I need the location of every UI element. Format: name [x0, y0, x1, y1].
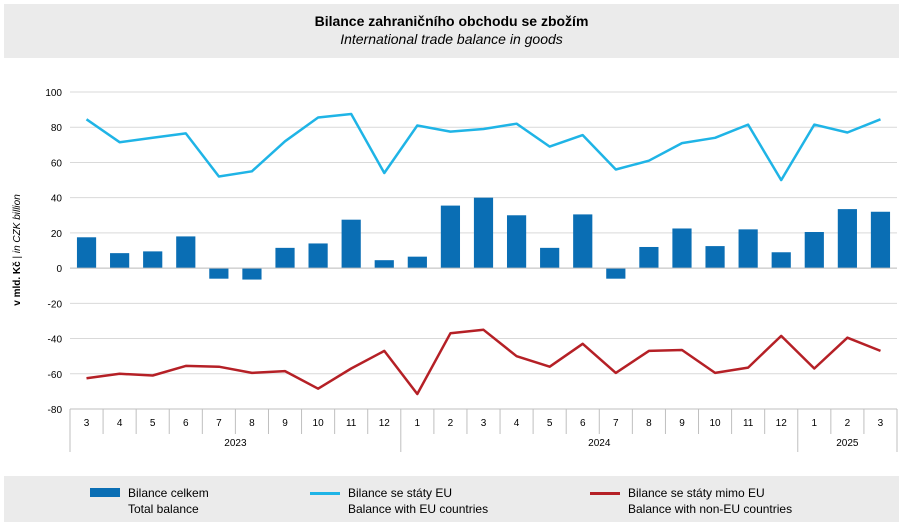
bar-total-balance [705, 246, 725, 269]
bar-total-balance [341, 219, 361, 269]
bar-total-balance [738, 229, 758, 269]
bar-total-balance [110, 253, 130, 269]
legend-label-eu-en: Balance with EU countries [348, 502, 489, 516]
chart-title: Bilance zahraničního obchodu se zbožím [314, 13, 589, 29]
x-tick-label: 12 [379, 418, 391, 429]
x-tick-label: 8 [646, 418, 652, 429]
y-tick-label: -60 [48, 370, 63, 381]
bar-total-balance [76, 237, 97, 269]
bar-total-balance [275, 247, 295, 269]
bar-total-balance [308, 243, 328, 269]
bar-total-balance [506, 215, 527, 269]
x-tick-label: 10 [313, 418, 325, 429]
x-tick-label: 9 [679, 418, 685, 429]
x-tick-label: 7 [613, 418, 619, 429]
y-axis-label: v mld. Kč | in CZK billion [12, 194, 23, 306]
line-eu-balance [85, 112, 881, 182]
year-label: 2025 [836, 438, 859, 449]
legend-swatch-eu [310, 492, 340, 495]
year-label: 2024 [588, 438, 611, 449]
y-tick-label: -40 [48, 335, 63, 346]
y-tick-label: 60 [51, 158, 63, 169]
x-tick-label: 5 [150, 418, 156, 429]
legend-item-noneu: Bilance se státy mimo EU Balance with no… [590, 485, 792, 517]
y-tick-label: 100 [45, 88, 62, 99]
bar-total-balance [176, 236, 196, 269]
x-tick-label: 12 [776, 418, 788, 429]
bar-total-balance [540, 247, 560, 269]
x-tick-label: 3 [84, 418, 90, 429]
legend-label-noneu-cz: Bilance se státy mimo EU [628, 486, 765, 500]
x-tick-label: 2 [448, 418, 454, 429]
legend-item-total: Bilance celkem Total balance [90, 485, 209, 517]
x-tick-label: 6 [183, 418, 189, 429]
x-tick-label: 7 [216, 418, 222, 429]
y-tick-label: 20 [51, 229, 63, 240]
bar-total-balance [440, 205, 461, 269]
chart-legend: Bilance celkem Total balance Bilance se … [4, 476, 899, 522]
x-tick-label: 11 [743, 418, 754, 429]
bar-total-balance [573, 214, 593, 269]
chart-title-box: Bilance zahraničního obchodu se zbožím I… [4, 4, 899, 58]
legend-label-eu-cz: Bilance se státy EU [348, 486, 453, 500]
x-tick-label: 3 [481, 418, 487, 429]
legend-label-total-en: Total balance [128, 502, 199, 516]
legend-swatch-noneu [590, 492, 620, 495]
x-tick-label: 4 [117, 418, 123, 429]
bar-total-balance [672, 228, 692, 269]
line-non-eu-balance [86, 328, 881, 396]
bar-total-balance [407, 256, 427, 269]
y-tick-label: 80 [51, 123, 63, 134]
bar-total-balance [606, 268, 626, 279]
y-tick-label: -80 [48, 405, 63, 416]
legend-label-total-cz: Bilance celkem [128, 486, 209, 500]
bar-total-balance [209, 268, 229, 279]
bar-total-balance [870, 211, 891, 269]
x-tick-label: 8 [249, 418, 255, 429]
bar-total-balance [374, 260, 394, 269]
legend-item-eu: Bilance se státy EU Balance with EU coun… [310, 485, 488, 517]
x-tick-label: 11 [346, 418, 357, 429]
x-tick-label: 1 [812, 418, 818, 429]
x-tick-label: 10 [709, 418, 721, 429]
x-tick-label: 1 [415, 418, 421, 429]
y-tick-label: 0 [56, 264, 62, 275]
y-tick-label: 40 [51, 194, 63, 205]
chart-subtitle: International trade balance in goods [340, 31, 563, 47]
x-tick-label: 5 [547, 418, 553, 429]
legend-swatch-total [90, 488, 120, 497]
bar-total-balance [771, 252, 791, 269]
x-tick-label: 9 [282, 418, 288, 429]
bar-total-balance [639, 246, 659, 269]
bar-total-balance [242, 268, 262, 280]
bar-total-balance [804, 232, 824, 269]
x-tick-label: 4 [514, 418, 520, 429]
bar-total-balance [473, 197, 494, 269]
x-tick-label: 2 [845, 418, 851, 429]
x-tick-label: 3 [878, 418, 884, 429]
year-label: 2023 [224, 438, 247, 449]
bar-total-balance [837, 209, 857, 269]
x-tick-label: 6 [580, 418, 586, 429]
y-tick-label: -20 [48, 299, 63, 310]
bar-total-balance [143, 251, 163, 269]
legend-label-noneu-en: Balance with non-EU countries [628, 502, 793, 516]
